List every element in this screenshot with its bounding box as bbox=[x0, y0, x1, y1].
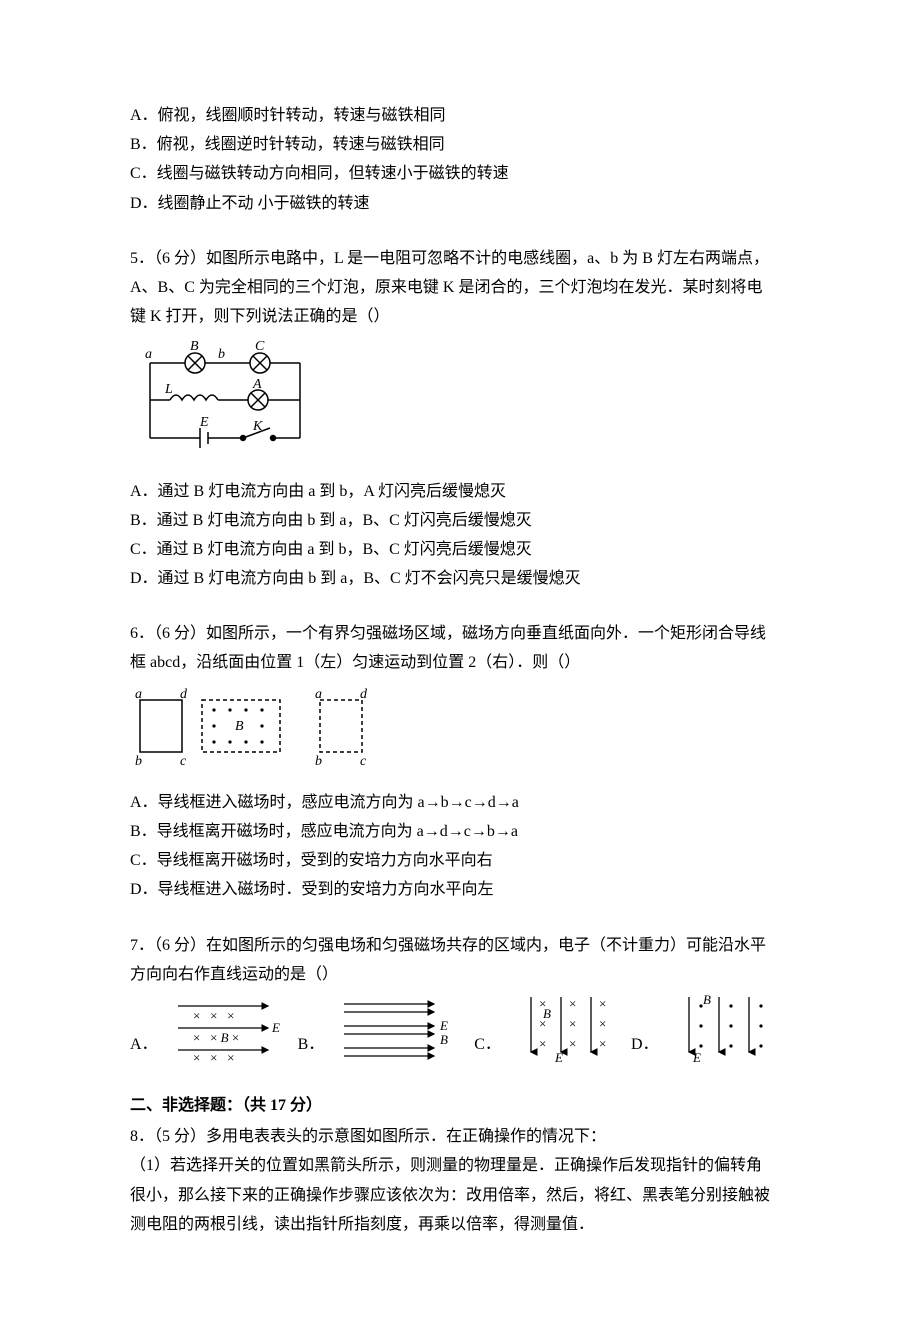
q7D-E: E bbox=[692, 1050, 701, 1064]
q5-label-a: a bbox=[145, 347, 152, 362]
q5-option-B: B．通过 B 灯电流方向由 b 到 a，B、C 灯闪亮后缓慢熄灭 bbox=[130, 507, 790, 534]
q4-option-A: A．俯视，线圈顺时针转动，转速与磁铁相同 bbox=[130, 102, 790, 129]
q7-stem-line1: 7．（6 分）在如图所示的匀强电场和匀强磁场共存的区域内，电子（不计重力）可能沿… bbox=[130, 932, 790, 959]
q7D-B: B bbox=[703, 992, 711, 1007]
q6-label-c2: c bbox=[360, 754, 367, 769]
q8-stem-line2: （1）若选择开关的位置如黑箭头所示，则测量的物理量是．正确操作后发现指针的偏转角 bbox=[130, 1152, 790, 1179]
q7-diagram-B: E B bbox=[334, 994, 464, 1064]
q7A-E: E bbox=[271, 1020, 280, 1035]
q4-option-B: B．俯视，线圈逆时针转动，转速与磁铁相同 bbox=[130, 131, 790, 158]
q7-diagram-A: × × × × × B × × × × E bbox=[168, 994, 288, 1064]
q5-stem-line3: 键 K 打开，则下列说法正确的是（） bbox=[130, 303, 790, 330]
q6-option-D: D．导线框进入磁场时．受到的安培力方向水平向左 bbox=[130, 876, 790, 903]
svg-text:× × ×: × × × bbox=[193, 1008, 235, 1023]
page: A．俯视，线圈顺时针转动，转速与磁铁相同 B．俯视，线圈逆时针转动，转速与磁铁相… bbox=[0, 0, 920, 1326]
q7-label-B: B． bbox=[298, 1031, 325, 1064]
q7B-E: E bbox=[439, 1018, 448, 1033]
svg-text:×: × bbox=[569, 996, 576, 1011]
q6-label-c1: c bbox=[180, 754, 187, 769]
q6-label-B: B bbox=[235, 719, 244, 734]
q6-label-b2: b bbox=[315, 754, 322, 769]
q8-stem-line4: 测电阻的两根引线，读出指针所指刻度，再乘以倍率，得测量值． bbox=[130, 1211, 790, 1238]
q6-option-A: A．导线框进入磁场时，感应电流方向为 a→b→c→d→a bbox=[130, 789, 790, 816]
q5-stem-line2: A、B、C 为完全相同的三个灯泡，原来电键 K 是闭合的，三个灯泡均在发光．某时… bbox=[130, 274, 790, 301]
q7-diagram-D: B E bbox=[669, 992, 779, 1064]
q5-label-L: L bbox=[164, 382, 173, 397]
svg-text:×: × bbox=[599, 1036, 606, 1051]
q6-label-a2: a bbox=[315, 687, 322, 702]
q5-label-B: B bbox=[190, 339, 199, 354]
q6-stem-line1: 6．（6 分）如图所示，一个有界匀强磁场区域，磁场方向垂直纸面向外．一个矩形闭合… bbox=[130, 620, 790, 647]
q6-magnetic-diagram: a d b c B a d b c bbox=[130, 685, 790, 779]
svg-text:×: × bbox=[569, 1036, 576, 1051]
svg-text:×: × bbox=[539, 1036, 546, 1051]
q5-label-E: E bbox=[199, 415, 209, 430]
q7-stem-line2: 方向向右作直线运动的是（） bbox=[130, 961, 790, 988]
q5-option-C: C．通过 B 灯电流方向由 a 到 b，B、C 灯闪亮后缓慢熄灭 bbox=[130, 536, 790, 563]
q5-option-A: A．通过 B 灯电流方向由 a 到 b，A 灯闪亮后缓慢熄灭 bbox=[130, 478, 790, 505]
q4-option-D: D．线圈静止不动 小于磁铁的转速 bbox=[130, 190, 790, 217]
q7-label-C: C． bbox=[474, 1031, 501, 1064]
q7-label-A: A． bbox=[130, 1031, 158, 1064]
q7-block: 7．（6 分）在如图所示的匀强电场和匀强磁场共存的区域内，电子（不计重力）可能沿… bbox=[130, 932, 790, 1064]
q6-label-d1: d bbox=[180, 687, 188, 702]
q4-option-C: C．线圈与磁铁转动方向相同，但转速小于磁铁的转速 bbox=[130, 160, 790, 187]
q5-circuit-diagram: a B b C L A E K bbox=[130, 338, 790, 467]
q6-option-C: C．导线框离开磁场时，受到的安培力方向水平向右 bbox=[130, 847, 790, 874]
q7B-B: B bbox=[440, 1032, 448, 1047]
svg-text:×: × bbox=[569, 1016, 576, 1031]
q5-block: 5．（6 分）如图所示电路中，L 是一电阻可忽略不计的电感线圈，a、b 为 B … bbox=[130, 245, 790, 593]
q5-label-K: K bbox=[252, 419, 263, 434]
q5-label-b: b bbox=[218, 347, 225, 362]
q7-diagram-C: ××× ××× ××× B E bbox=[511, 992, 621, 1064]
q5-label-A: A bbox=[252, 377, 262, 392]
q6-option-B: B．导线框离开磁场时，感应电流方向为 a→d→c→b→a bbox=[130, 818, 790, 845]
q5-option-D: D．通过 B 灯电流方向由 b 到 a，B、C 灯不会闪亮只是缓慢熄灭 bbox=[130, 565, 790, 592]
q7C-E: E bbox=[554, 1050, 563, 1064]
q5-label-C: C bbox=[255, 339, 265, 354]
q8-block: 8．（5 分）多用电表表头的示意图如图所示．在正确操作的情况下： （1）若选择开… bbox=[130, 1123, 790, 1238]
q7C-B: B bbox=[543, 1006, 551, 1021]
q6-label-d2: d bbox=[360, 687, 368, 702]
svg-text:× × B ×: × × B × bbox=[193, 1030, 239, 1045]
q6-block: 6．（6 分）如图所示，一个有界匀强磁场区域，磁场方向垂直纸面向外．一个矩形闭合… bbox=[130, 620, 790, 903]
svg-text:× × ×: × × × bbox=[193, 1050, 235, 1064]
q6-label-a1: a bbox=[135, 687, 142, 702]
q7-label-D: D． bbox=[631, 1031, 659, 1064]
svg-text:×: × bbox=[599, 1016, 606, 1031]
q4-options-block: A．俯视，线圈顺时针转动，转速与磁铁相同 B．俯视，线圈逆时针转动，转速与磁铁相… bbox=[130, 102, 790, 217]
q8-stem-line1: 8．（5 分）多用电表表头的示意图如图所示．在正确操作的情况下： bbox=[130, 1123, 790, 1150]
q8-stem-line3: 很小，那么接下来的正确操作步骤应该依次为：改用倍率，然后，将红、黑表笔分别接触被 bbox=[130, 1182, 790, 1209]
section2-heading: 二、非选择题：（共 17 分） bbox=[130, 1092, 790, 1119]
svg-text:×: × bbox=[599, 996, 606, 1011]
q6-stem-line2: 框 abcd，沿纸面由位置 1（左）匀速运动到位置 2（右）．则（） bbox=[130, 649, 790, 676]
q5-stem-line1: 5．（6 分）如图所示电路中，L 是一电阻可忽略不计的电感线圈，a、b 为 B … bbox=[130, 245, 790, 272]
q6-label-b1: b bbox=[135, 754, 142, 769]
q7-options-row: A． × × × × × B × × × × E bbox=[130, 992, 790, 1064]
